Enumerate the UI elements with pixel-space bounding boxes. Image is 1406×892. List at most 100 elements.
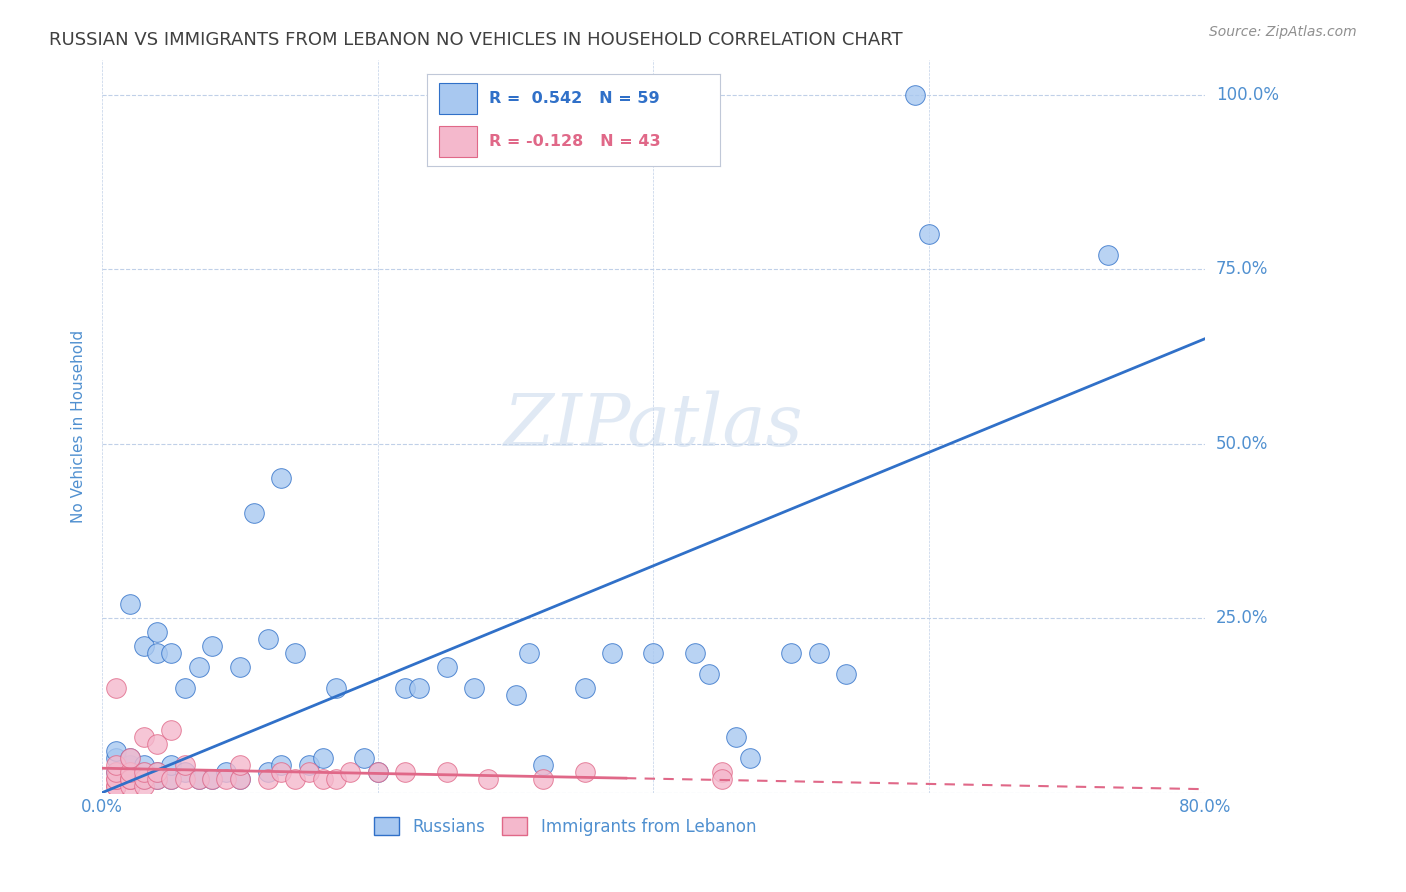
Point <box>683 646 706 660</box>
Point <box>160 723 183 737</box>
Point <box>339 764 361 779</box>
Point <box>229 772 252 786</box>
Point <box>243 507 266 521</box>
Point <box>780 646 803 660</box>
Point <box>174 757 197 772</box>
Point <box>408 681 430 695</box>
Point <box>201 639 224 653</box>
Point <box>463 681 485 695</box>
Point <box>477 772 499 786</box>
Point <box>104 772 127 786</box>
Text: 100.0%: 100.0% <box>1216 86 1278 103</box>
Point <box>835 667 858 681</box>
Point <box>132 757 155 772</box>
Point <box>104 779 127 793</box>
Point <box>904 87 927 102</box>
Point <box>174 764 197 779</box>
Point <box>1097 248 1119 262</box>
Point <box>104 764 127 779</box>
Point <box>132 764 155 779</box>
Point <box>118 772 141 786</box>
Point <box>146 772 169 786</box>
Text: 25.0%: 25.0% <box>1216 609 1268 627</box>
Point <box>600 646 623 660</box>
Point <box>325 681 347 695</box>
Point <box>256 764 278 779</box>
Point <box>104 681 127 695</box>
Point <box>738 750 761 764</box>
Point <box>146 737 169 751</box>
Point <box>118 772 141 786</box>
Text: 75.0%: 75.0% <box>1216 260 1268 278</box>
Point <box>367 764 389 779</box>
Point <box>146 625 169 640</box>
Point <box>505 688 527 702</box>
Text: ZIPatlas: ZIPatlas <box>503 391 803 461</box>
Point <box>367 764 389 779</box>
Point <box>394 681 416 695</box>
Point <box>187 772 209 786</box>
Point <box>697 667 720 681</box>
Point <box>132 639 155 653</box>
Point <box>132 779 155 793</box>
Point <box>146 772 169 786</box>
Point <box>215 772 238 786</box>
Point <box>118 764 141 779</box>
Point <box>229 660 252 674</box>
Point <box>118 772 141 786</box>
Point <box>160 772 183 786</box>
Point <box>574 764 596 779</box>
Point <box>187 772 209 786</box>
Point <box>312 772 335 786</box>
Point <box>132 730 155 744</box>
Point <box>394 764 416 779</box>
Point <box>215 764 238 779</box>
Point <box>160 757 183 772</box>
Point <box>174 681 197 695</box>
Point <box>312 750 335 764</box>
Point <box>118 750 141 764</box>
Legend: Russians, Immigrants from Lebanon: Russians, Immigrants from Lebanon <box>374 817 756 836</box>
Point <box>132 772 155 786</box>
Point <box>256 632 278 646</box>
Point <box>353 750 375 764</box>
Point <box>104 764 127 779</box>
Point <box>104 779 127 793</box>
Point <box>531 757 554 772</box>
Point <box>160 772 183 786</box>
Point <box>711 764 734 779</box>
Point <box>118 757 141 772</box>
Point <box>325 772 347 786</box>
Point <box>270 764 292 779</box>
Point <box>229 772 252 786</box>
Point <box>574 681 596 695</box>
Point <box>118 764 141 779</box>
Y-axis label: No Vehicles in Household: No Vehicles in Household <box>72 329 86 523</box>
Point <box>436 660 458 674</box>
Point <box>284 772 307 786</box>
Point <box>711 772 734 786</box>
Point <box>146 764 169 779</box>
Text: 50.0%: 50.0% <box>1216 434 1268 452</box>
Point <box>298 764 321 779</box>
Point <box>104 772 127 786</box>
Point <box>298 757 321 772</box>
Point <box>187 660 209 674</box>
Point <box>229 757 252 772</box>
Point <box>918 227 941 241</box>
Point <box>160 646 183 660</box>
Point <box>104 757 127 772</box>
Point <box>118 750 141 764</box>
Point <box>643 646 665 660</box>
Text: Source: ZipAtlas.com: Source: ZipAtlas.com <box>1209 25 1357 39</box>
Point <box>201 772 224 786</box>
Point <box>118 779 141 793</box>
Point <box>807 646 830 660</box>
Point <box>201 772 224 786</box>
Point <box>531 772 554 786</box>
Point <box>104 750 127 764</box>
Point <box>118 597 141 611</box>
Point <box>270 471 292 485</box>
Point <box>436 764 458 779</box>
Point <box>284 646 307 660</box>
